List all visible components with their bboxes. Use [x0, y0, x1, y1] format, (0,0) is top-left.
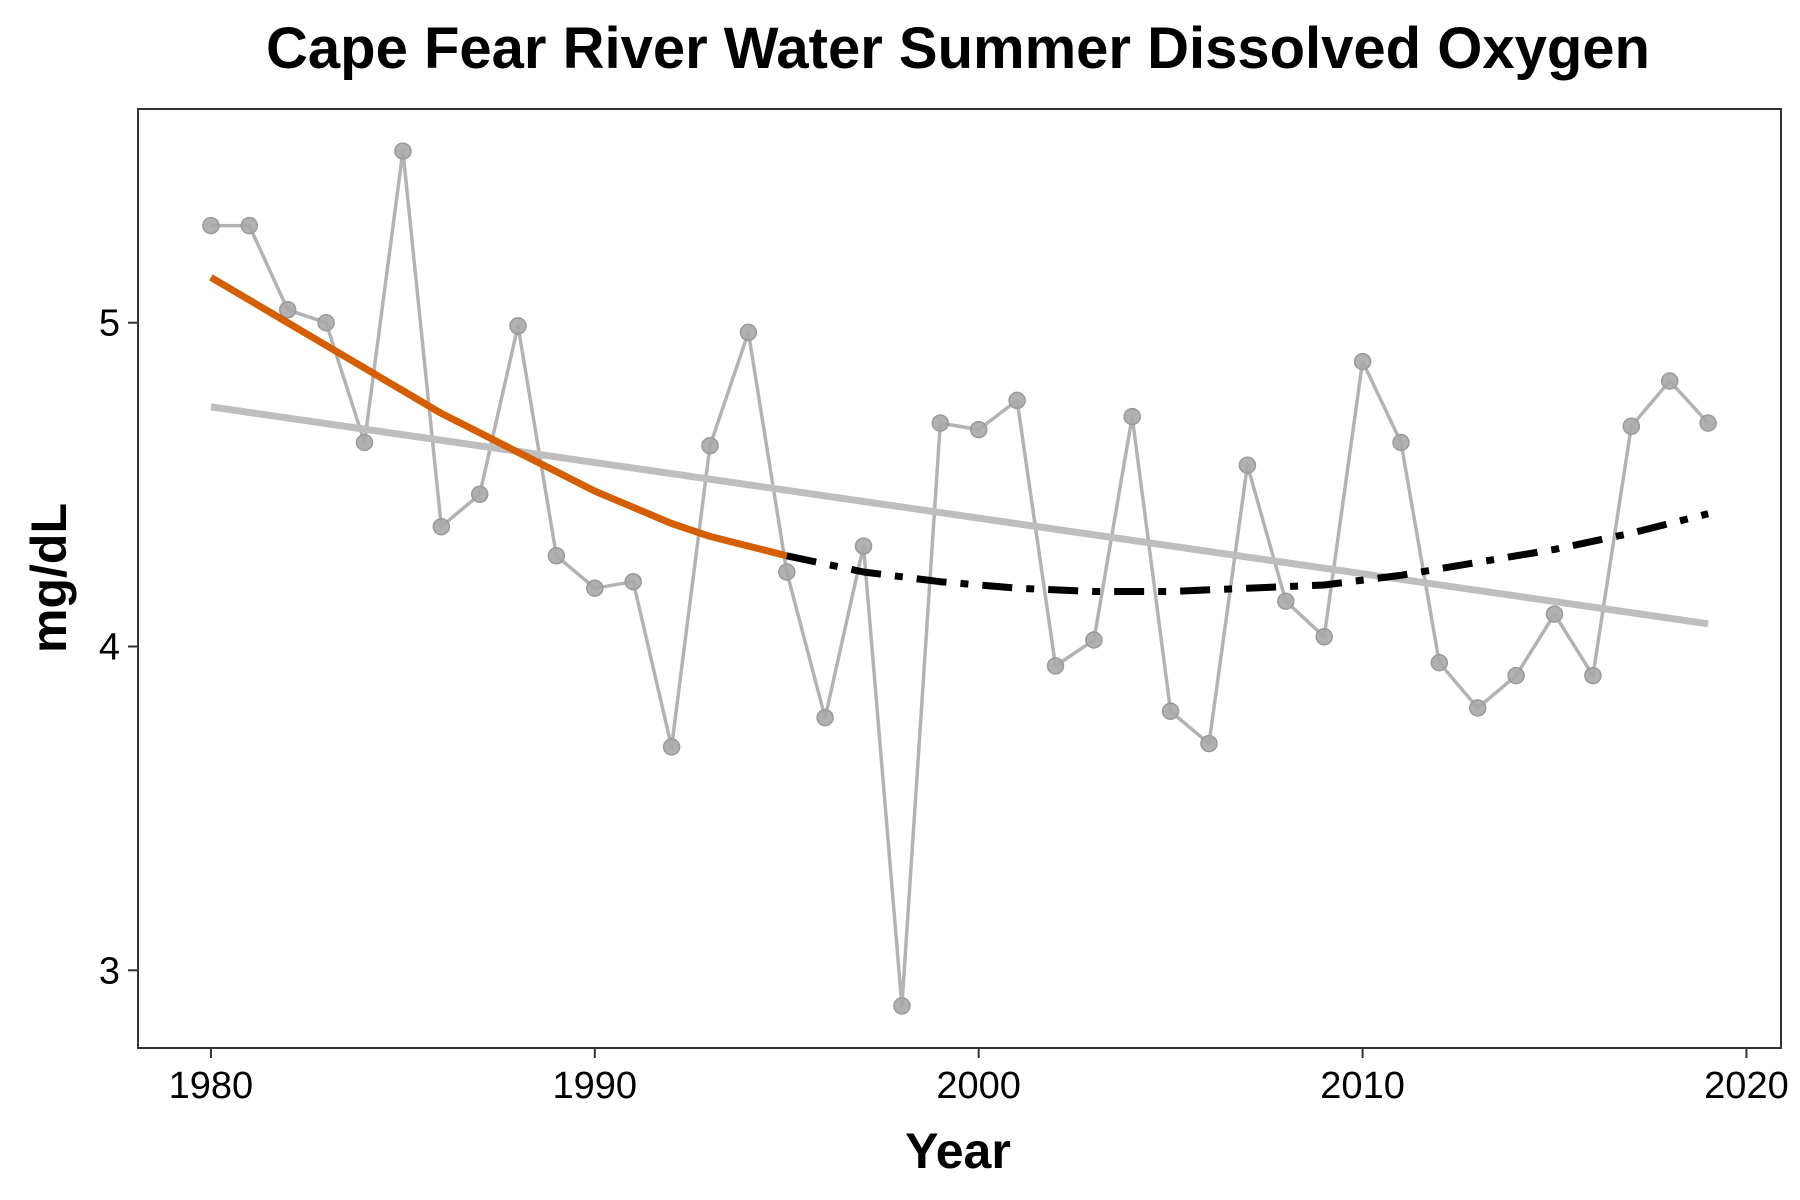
x-tick-label: 2000	[936, 1065, 1021, 1107]
x-tick-label: 1980	[169, 1065, 254, 1107]
data-point	[278, 301, 297, 319]
data-point	[317, 313, 335, 332]
data-point	[816, 708, 834, 727]
data-point	[662, 738, 681, 756]
data-point	[355, 433, 374, 452]
data-point	[778, 563, 796, 581]
data-point	[854, 537, 873, 555]
data-point	[432, 517, 451, 536]
data-point	[394, 142, 412, 160]
data-point	[509, 317, 527, 335]
data-point	[240, 216, 259, 235]
data-point	[1123, 407, 1141, 426]
data-point	[1507, 666, 1525, 685]
y-axis-label: mg/dL	[21, 503, 77, 653]
data-point	[1584, 666, 1602, 685]
plot-marks	[202, 142, 1717, 1015]
observed-series-line	[210, 149, 1710, 1008]
data-point	[1622, 417, 1641, 436]
data-point	[1430, 653, 1449, 672]
data-point	[1699, 414, 1717, 432]
x-tick-label: 2010	[1320, 1065, 1405, 1107]
data-point	[586, 579, 604, 597]
data-point	[1008, 391, 1026, 410]
x-tick-label: 1990	[553, 1065, 638, 1107]
x-axis: 1980 1990 2000 2010 2020	[169, 1048, 1789, 1107]
data-point	[701, 436, 719, 455]
y-axis: 3 4 5	[99, 303, 138, 992]
data-point	[624, 572, 642, 591]
plot-panel	[137, 108, 1782, 1049]
data-point	[470, 485, 489, 504]
data-point	[1161, 702, 1180, 721]
smooth-late-line	[786, 510, 1709, 595]
chart-title: Cape Fear River Water Summer Dissolved O…	[266, 16, 1650, 81]
data-point	[1200, 734, 1218, 753]
data-point	[1238, 456, 1257, 474]
data-point	[1545, 605, 1564, 623]
linear-trend-line	[210, 403, 1709, 628]
data-point	[1277, 592, 1295, 610]
data-point	[969, 420, 988, 439]
data-point	[1468, 699, 1487, 717]
data-point	[547, 547, 566, 565]
data-point	[739, 323, 758, 342]
data-point	[893, 997, 911, 1015]
x-tick-label: 2020	[1704, 1065, 1789, 1107]
data-point	[1392, 433, 1410, 452]
data-point	[1660, 372, 1679, 390]
y-tick-label: 5	[99, 303, 120, 345]
y-tick-label: 4	[99, 626, 120, 668]
data-point	[202, 216, 220, 235]
smooth-early-line	[209, 274, 788, 560]
data-point	[1046, 657, 1065, 675]
y-tick-label: 3	[99, 950, 120, 992]
data-point	[931, 414, 950, 432]
data-point	[1315, 628, 1333, 646]
data-point	[1353, 352, 1372, 371]
x-axis-label: Year	[905, 1123, 1011, 1179]
data-point	[1085, 631, 1103, 649]
